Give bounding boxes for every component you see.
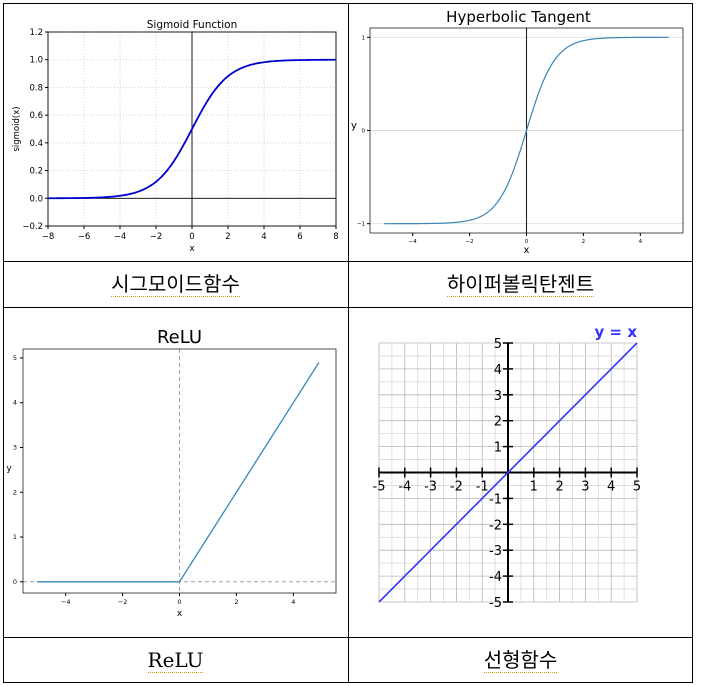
- y-tick-label: −1: [357, 222, 365, 228]
- y-tick-label: 5: [494, 337, 502, 352]
- x-tick-label: -3: [424, 480, 437, 495]
- x-tick-label: 2: [225, 232, 230, 242]
- y-tick-label: 1: [362, 35, 366, 41]
- x-tick-label: 4: [291, 598, 295, 606]
- y-tick-label: 3: [494, 389, 502, 404]
- y-tick-label: 0.8: [29, 83, 43, 93]
- identity-line: [378, 342, 638, 603]
- y-tick-label: 4: [494, 363, 502, 378]
- y-tick-label: -4: [489, 570, 502, 585]
- x-tick-label: 2: [582, 239, 586, 245]
- table-border-middle: [348, 3, 349, 683]
- y-tick-label: 2: [494, 415, 502, 430]
- y-tick-label: 0: [13, 578, 17, 586]
- sigmoid-caption-text: 시그모이드함수: [111, 271, 240, 297]
- x-tick-label: 4: [607, 480, 615, 495]
- x-tick-label: 8: [333, 232, 338, 242]
- x-tick-label: −4: [114, 232, 127, 242]
- plot-frame: [22, 348, 337, 594]
- legend-label: y = x: [595, 323, 638, 341]
- sigmoid-caption: 시그모이드함수: [3, 261, 348, 307]
- x-tick-label: 1: [530, 480, 538, 495]
- linear-caption-text: 선형함수: [483, 647, 558, 673]
- chart-title: Sigmoid Function: [147, 19, 237, 31]
- y-tick-label: 0.2: [29, 167, 43, 177]
- y-tick-label: 1: [13, 533, 17, 541]
- y-tick-label: 2: [13, 488, 17, 496]
- y-tick-label: 0.6: [29, 111, 43, 121]
- y-tick-label: 0.0: [29, 194, 43, 204]
- chart-title: ReLU: [157, 327, 202, 348]
- y-tick-label: 1: [494, 441, 502, 456]
- tanh-caption: 하이퍼볼릭탄젠트: [348, 261, 693, 307]
- table-border-right: [692, 3, 693, 683]
- linear-caption: 선형함수: [348, 637, 693, 683]
- y-tick-label: 5: [13, 354, 17, 362]
- y-axis-label: sigmoid(x): [12, 106, 22, 151]
- y-tick-label: -1: [489, 492, 502, 507]
- y-tick-label: 1.0: [29, 56, 43, 66]
- x-tick-label: 0: [189, 232, 194, 242]
- x-tick-label: -1: [476, 480, 489, 495]
- chart-title: Hyperbolic Tangent: [446, 8, 591, 26]
- plot-frame: [47, 31, 337, 227]
- y-tick-label: -2: [489, 518, 502, 533]
- tanh-chart-cell: −4 −2 0 2 4 −1 0 1 Hyperbolic Tangent x y: [348, 3, 693, 261]
- y-tick-label: 0.4: [29, 139, 43, 149]
- linear-chart: -5 -4 -3 -2 -1 1 2 3 4 5 5 4 3 2 1 -1 -2 -3 -4 -5 y = x: [373, 323, 642, 611]
- x-tick-label: −4: [409, 239, 418, 245]
- x-tick-label: 3: [581, 480, 589, 495]
- y-tick-label: −0.2: [22, 222, 43, 232]
- y-tick-label: 3: [13, 443, 17, 451]
- tanh-curve: [384, 36, 669, 225]
- linear-chart-cell: -5 -4 -3 -2 -1 1 2 3 4 5 5 4 3 2 1 -1 -2 -3 -4 -5 y = x: [348, 307, 693, 637]
- y-tick-label: 1.2: [29, 28, 43, 38]
- x-tick-label: 4: [261, 232, 266, 242]
- x-tick-label: 5: [633, 480, 641, 495]
- y-axis-label: y: [351, 121, 357, 132]
- x-tick-label: −2: [150, 232, 163, 242]
- x-tick-label: -2: [450, 480, 463, 495]
- tanh-chart: −4 −2 0 2 4 −1 0 1 Hyperbolic Tangent x y: [351, 8, 684, 256]
- y-tick-label: -5: [489, 596, 502, 611]
- sigmoid-chart-cell: −8 −6 −4 −2 0 2 4 6 8 −0.2 0.0 0.2 0.4 0.6 0.8 1.0 1.2 Si…: [3, 3, 348, 261]
- x-tick-label: −2: [466, 239, 474, 245]
- x-axis-label: x: [189, 244, 195, 254]
- y-axis-label: y: [6, 464, 12, 474]
- x-tick-label: 0: [525, 239, 529, 245]
- x-tick-label: -4: [398, 480, 411, 495]
- x-tick-label: 2: [234, 598, 238, 606]
- x-tick-label: 4: [639, 239, 643, 245]
- x-tick-label: −4: [61, 598, 71, 606]
- y-tick-label: 4: [13, 399, 17, 407]
- x-axis-label: x: [524, 245, 530, 256]
- relu-chart-cell: −4 −2 0 2 4 0 1 2 3 4 5 ReLU x y: [3, 307, 348, 637]
- relu-chart: −4 −2 0 2 4 0 1 2 3 4 5 ReLU x y: [6, 327, 337, 619]
- y-tick-label: 0: [362, 129, 366, 135]
- tanh-caption-text: 하이퍼볼릭탄젠트: [446, 271, 595, 297]
- x-tick-label: 6: [297, 232, 302, 242]
- relu-caption: ReLU: [3, 637, 348, 683]
- sigmoid-chart: −8 −6 −4 −2 0 2 4 6 8 −0.2 0.0 0.2 0.4 0.6 0.8 1.0 1.2 Si…: [12, 19, 339, 254]
- comparison-table: −8 −6 −4 −2 0 2 4 6 8 −0.2 0.0 0.2 0.4 0.6 0.8 1.0 1.2 Si…: [3, 3, 693, 683]
- x-tick-label: 2: [555, 480, 563, 495]
- sigmoid-curve: [47, 58, 337, 200]
- table-border-left: [3, 3, 4, 683]
- x-tick-label: −2: [118, 598, 128, 606]
- relu-curve: [37, 362, 320, 583]
- x-tick-label: −8: [42, 232, 55, 242]
- x-tick-label: 0: [177, 598, 181, 606]
- plot-frame: [369, 27, 684, 234]
- x-tick-label: -5: [373, 480, 386, 495]
- y-tick-label: -3: [489, 544, 502, 559]
- x-tick-label: −6: [78, 232, 91, 242]
- relu-caption-text: ReLU: [147, 647, 204, 673]
- x-axis-label: x: [177, 609, 183, 619]
